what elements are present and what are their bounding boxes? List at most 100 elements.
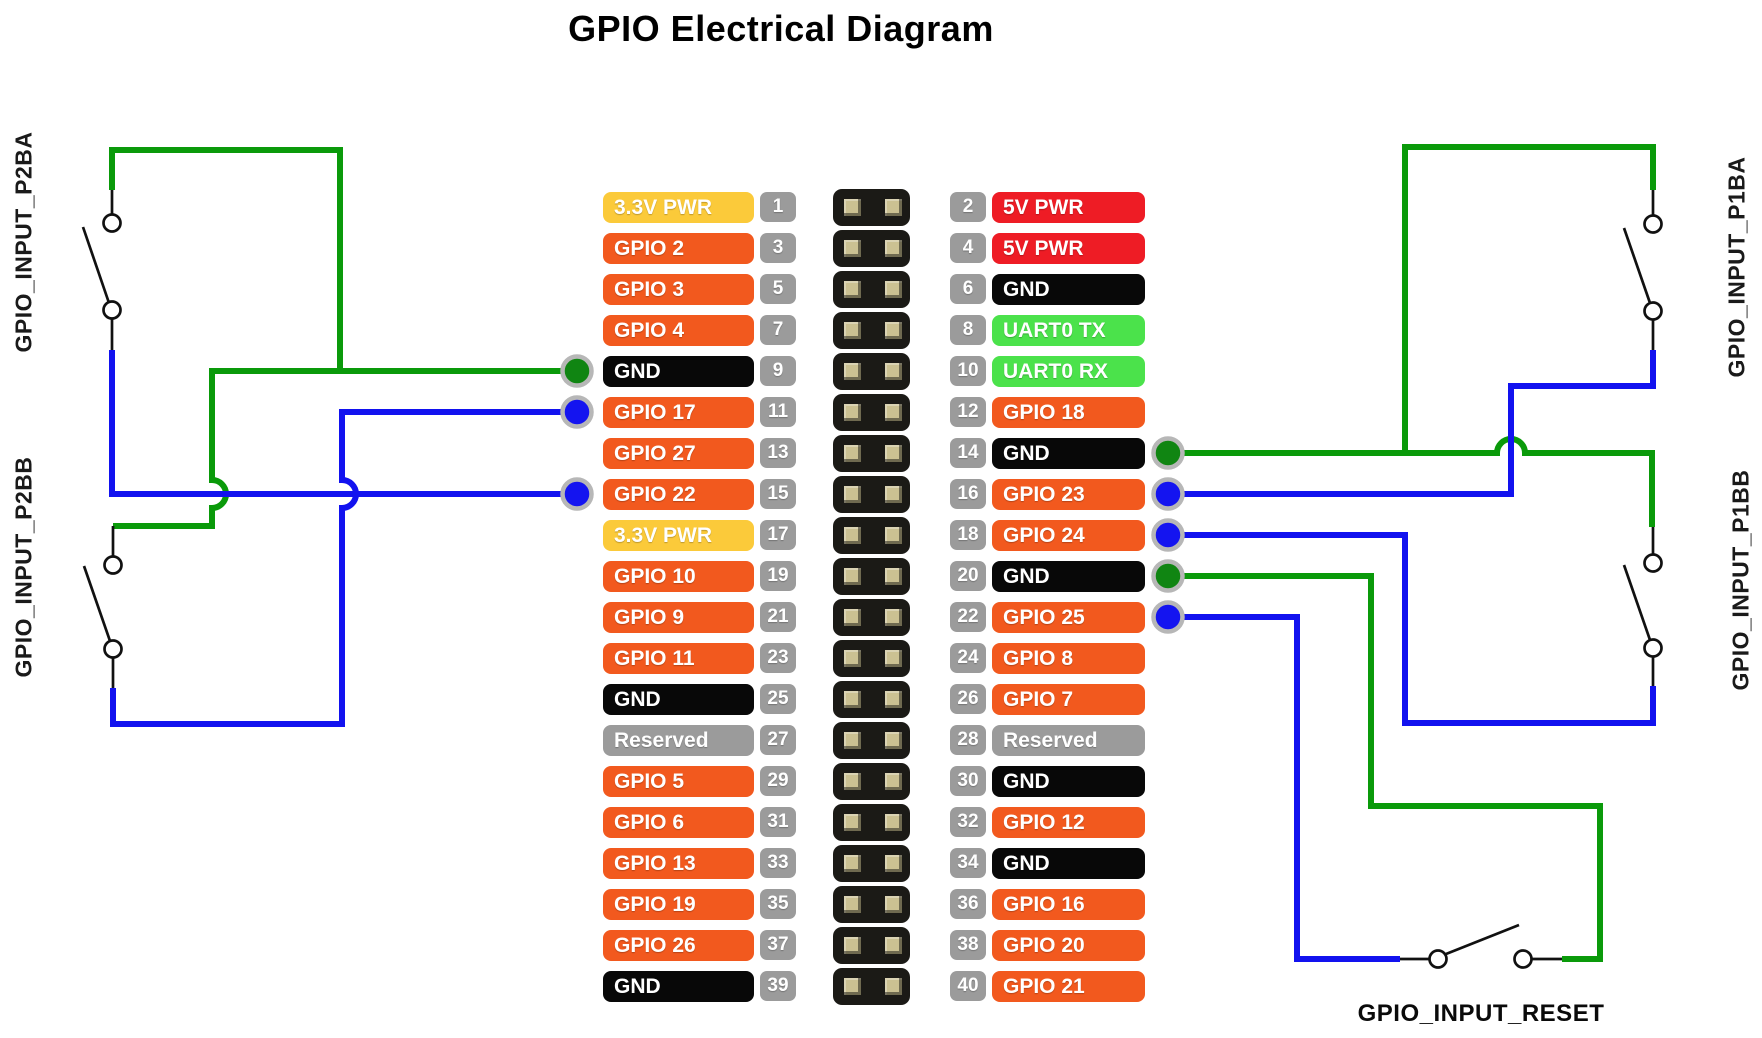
- pin-label-left-17: 3.3V PWR: [603, 519, 754, 551]
- pin-label-right-8: UART0 TX: [992, 314, 1145, 346]
- pin-label-left-13: GPIO 27: [603, 437, 754, 469]
- pin-number-30: 30: [950, 766, 986, 796]
- header-pin-contact: [885, 813, 902, 831]
- pin-number-9: 9: [760, 356, 796, 386]
- header-pin-contact: [885, 649, 902, 667]
- pin-number-27: 27: [760, 725, 796, 755]
- connection-dots: [560, 354, 1185, 634]
- header-pin-contact: [844, 854, 861, 872]
- header-pin-contact: [844, 444, 861, 462]
- pin-number-23: 23: [760, 643, 796, 673]
- pin-label-left-29: GPIO 5: [603, 765, 754, 797]
- pin-number-37: 37: [760, 930, 796, 960]
- header-pin-contact: [844, 567, 861, 585]
- switch-p1ba: [1622, 190, 1663, 350]
- pin-number-3: 3: [760, 233, 796, 263]
- header-pin-contact: [844, 321, 861, 339]
- pin-label-right-30: GND: [992, 765, 1145, 797]
- pin-label-left-1: 3.3V PWR: [603, 191, 754, 223]
- pin-label-left-11: GPIO 17: [603, 396, 754, 428]
- connection-dot-pin-15: [560, 477, 594, 511]
- pin-number-33: 33: [760, 848, 796, 878]
- header-row-7: [833, 434, 910, 472]
- pin-label-right-36: GPIO 16: [992, 888, 1145, 920]
- header-pin-contact: [844, 649, 861, 667]
- connection-dot-pin-20: [1151, 559, 1185, 593]
- pin-number-20: 20: [950, 561, 986, 591]
- pin-label-right-4: 5V PWR: [992, 232, 1145, 264]
- header-pin-contact: [844, 731, 861, 749]
- wire-gnd14-net: [1176, 436, 1655, 527]
- header-row-15: [833, 762, 910, 800]
- pin-number-18: 18: [950, 520, 986, 550]
- header-row-10: [833, 557, 910, 595]
- header-pin-contact: [844, 977, 861, 995]
- header-row-11: [833, 598, 910, 636]
- pin-label-left-21: GPIO 9: [603, 601, 754, 633]
- pin-label-left-19: GPIO 10: [603, 560, 754, 592]
- header-pin-contact: [885, 608, 902, 626]
- pin-number-13: 13: [760, 438, 796, 468]
- header-row-14: [833, 721, 910, 759]
- pin-number-40: 40: [950, 971, 986, 1001]
- pin-number-39: 39: [760, 971, 796, 1001]
- pin-label-right-32: GPIO 12: [992, 806, 1145, 838]
- pin-number-28: 28: [950, 725, 986, 755]
- header-pin-contact: [885, 198, 902, 216]
- pin-number-29: 29: [760, 766, 796, 796]
- pin-number-12: 12: [950, 397, 986, 427]
- header-row-13: [833, 680, 910, 718]
- pin-number-5: 5: [760, 274, 796, 304]
- pin-number-8: 8: [950, 315, 986, 345]
- header-pin-contact: [885, 444, 902, 462]
- header-pin-contact: [885, 895, 902, 913]
- pin-label-right-20: GND: [992, 560, 1145, 592]
- pin-number-4: 4: [950, 233, 986, 263]
- header-row-12: [833, 639, 910, 677]
- header-pin-contact: [885, 690, 902, 708]
- pin-number-17: 17: [760, 520, 796, 550]
- wire-gpio22-net: [109, 350, 568, 497]
- pin-label-right-26: GPIO 7: [992, 683, 1145, 715]
- pin-label-left-7: GPIO 4: [603, 314, 754, 346]
- pin-number-32: 32: [950, 807, 986, 837]
- header-pin-contact: [885, 936, 902, 954]
- pin-number-16: 16: [950, 479, 986, 509]
- connection-dot-pin-22: [1151, 600, 1185, 634]
- header-row-9: [833, 516, 910, 554]
- pin-number-2: 2: [950, 192, 986, 222]
- wire-gnd14-branch-p1ba: [1402, 144, 1656, 453]
- pin-number-38: 38: [950, 930, 986, 960]
- pin-label-left-27: Reserved: [603, 724, 754, 756]
- pin-label-right-10: UART0 RX: [992, 355, 1145, 387]
- wire-gpio24-net: [1176, 532, 1656, 726]
- header-pin-contact: [844, 526, 861, 544]
- pin-label-left-37: GPIO 26: [603, 929, 754, 961]
- header-pin-contact: [844, 198, 861, 216]
- header-row-6: [833, 393, 910, 431]
- header-pin-contact: [885, 280, 902, 298]
- switch-label-reset: GPIO_INPUT_RESET: [1357, 1000, 1605, 1027]
- wire-gpio23-net: [1176, 350, 1656, 497]
- header-row-17: [833, 844, 910, 882]
- pin-label-right-16: GPIO 23: [992, 478, 1145, 510]
- header-pin-contact: [844, 895, 861, 913]
- pin-label-right-28: Reserved: [992, 724, 1145, 756]
- pin-label-left-9: GND: [603, 355, 754, 387]
- header-row-19: [833, 926, 910, 964]
- pin-label-left-5: GPIO 3: [603, 273, 754, 305]
- pin-label-right-18: GPIO 24: [992, 519, 1145, 551]
- wire-gpio25-net: [1176, 614, 1400, 962]
- header-pin-contact: [885, 772, 902, 790]
- pin-number-11: 11: [760, 397, 796, 427]
- pin-number-10: 10: [950, 356, 986, 386]
- connection-dot-pin-11: [560, 395, 594, 429]
- pin-label-left-3: GPIO 2: [603, 232, 754, 264]
- header-row-2: [833, 229, 910, 267]
- header-pin-contact: [844, 485, 861, 503]
- header-pin-contact: [844, 362, 861, 380]
- connection-dot-pin-14: [1151, 436, 1185, 470]
- header-row-1: [833, 188, 910, 226]
